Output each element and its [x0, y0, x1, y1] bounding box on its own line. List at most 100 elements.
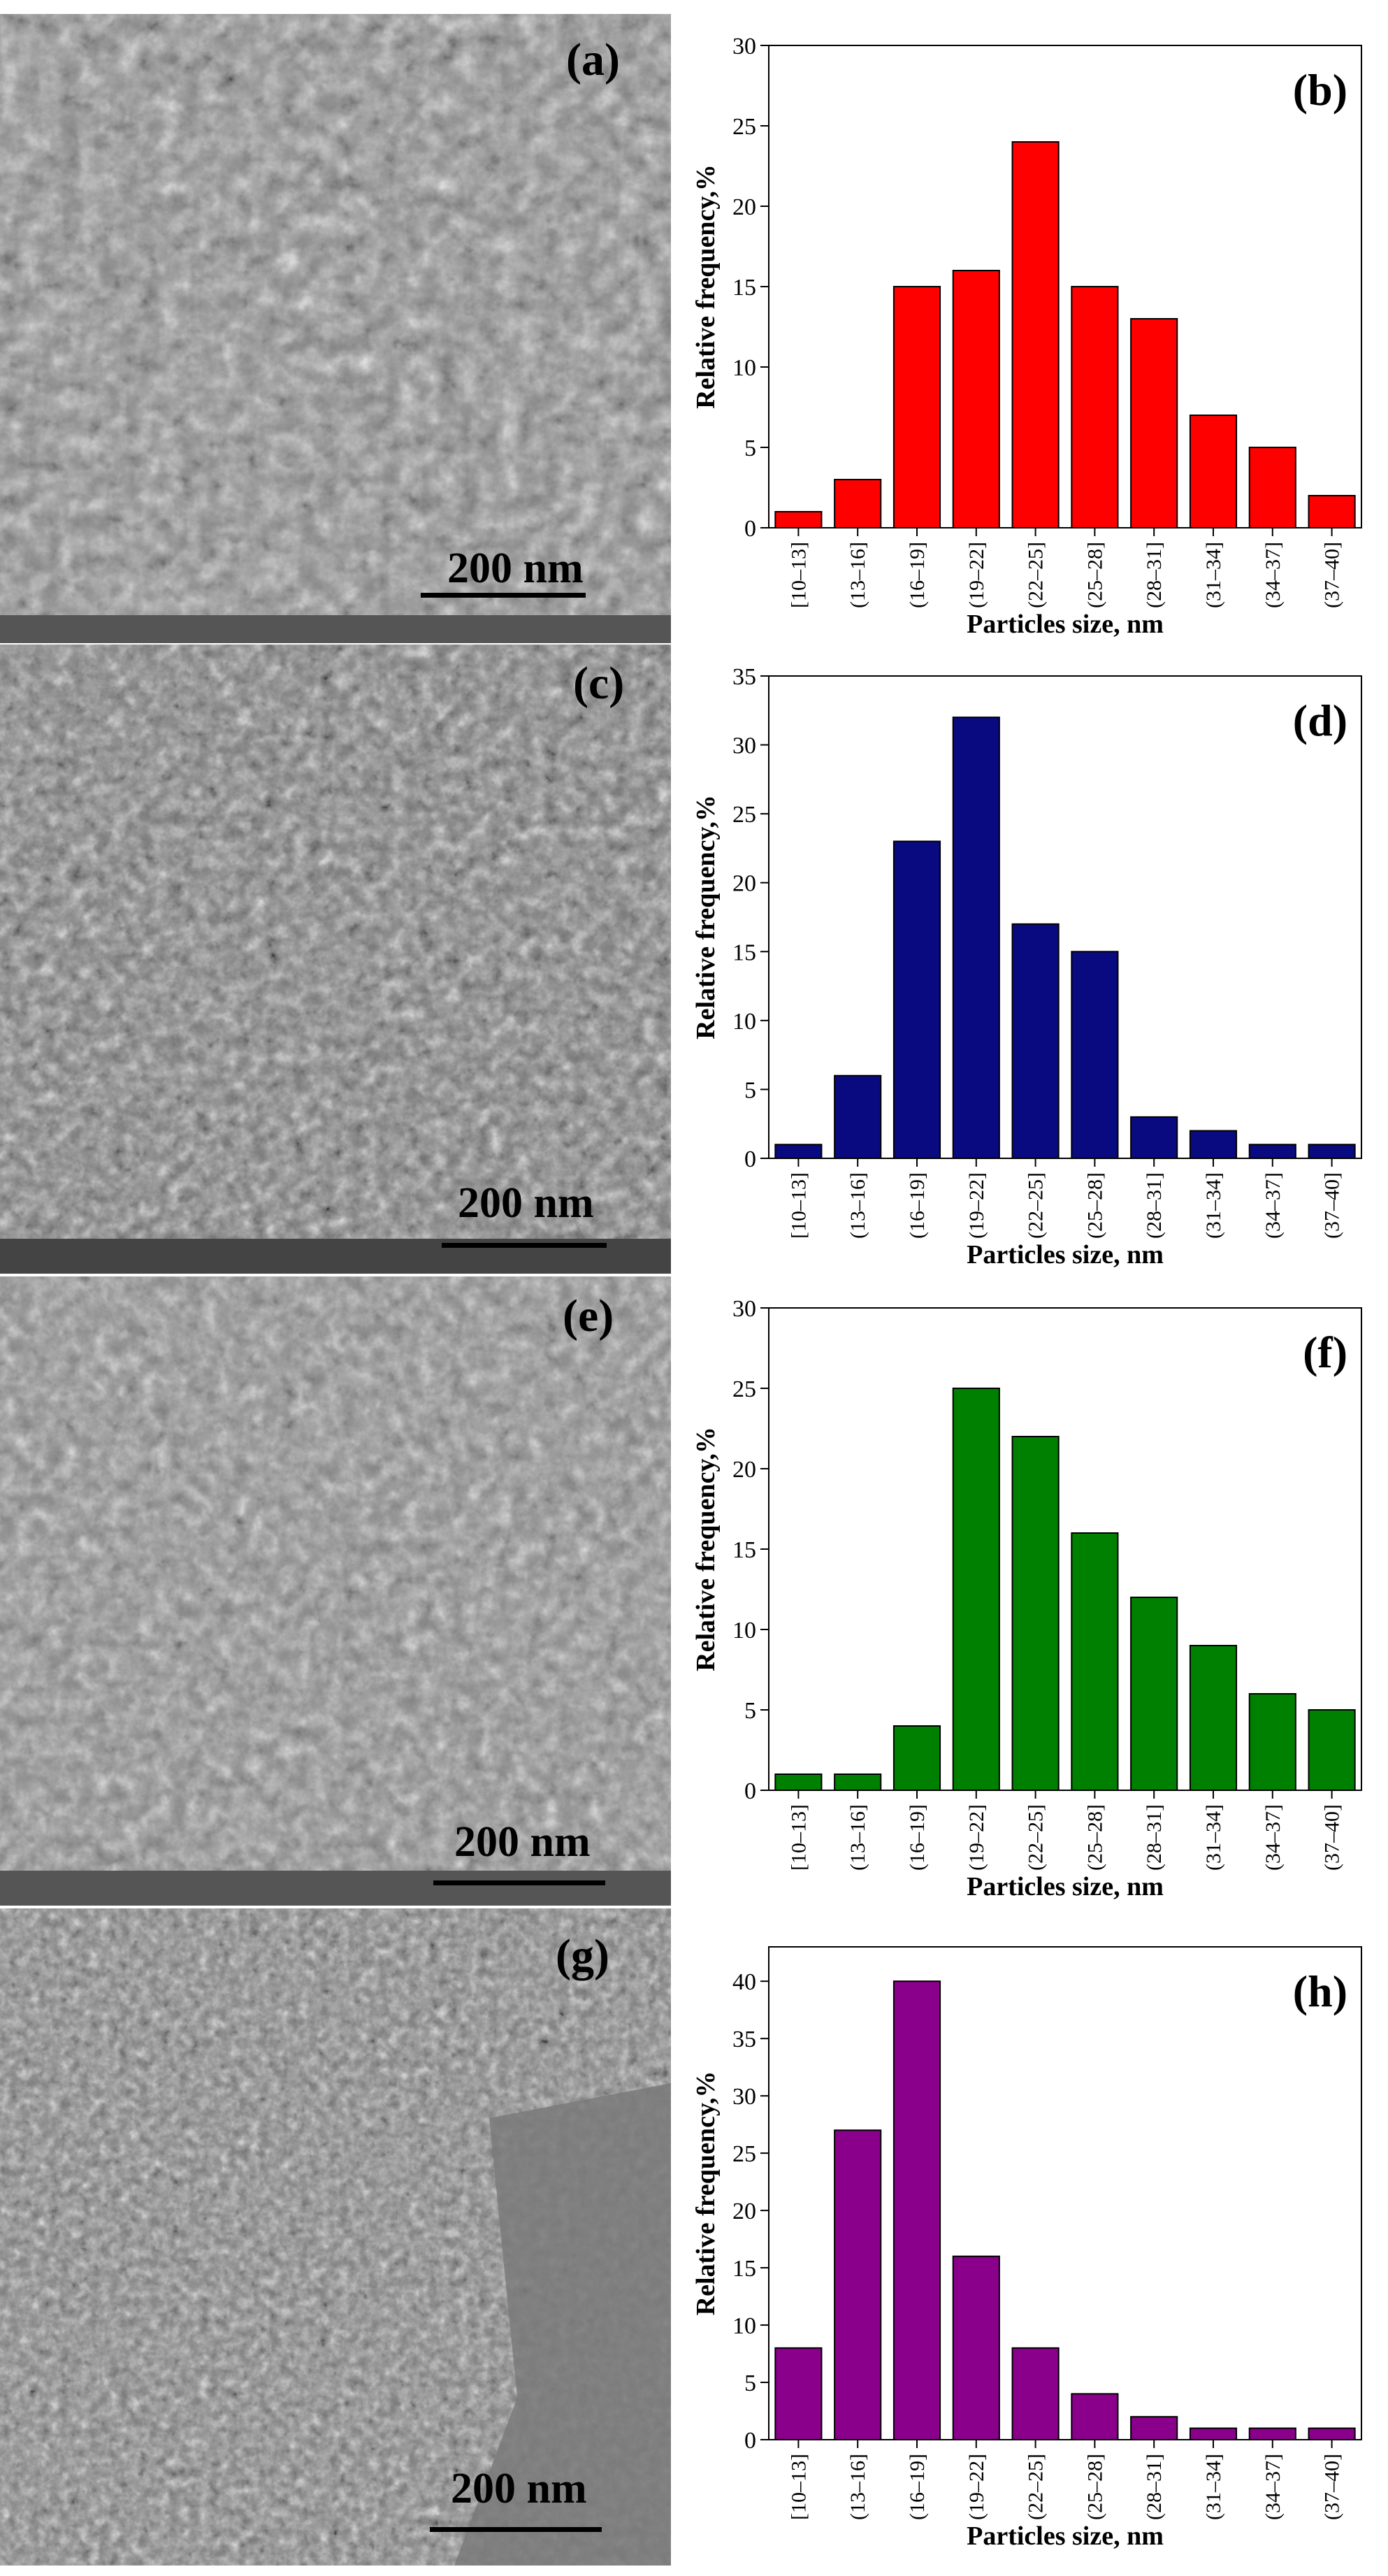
y-tick-label: 30 [732, 733, 756, 759]
x-tick-label: (25–28] [1083, 542, 1106, 608]
scale-bar-label-g: 200 nm [451, 2465, 587, 2512]
x-tick-label: (19–22] [965, 2454, 988, 2520]
bar [1011, 923, 1060, 1159]
bar [892, 286, 941, 528]
x-tick-label: (22–25] [1025, 1172, 1048, 1239]
bar [1130, 318, 1178, 528]
x-tick-label: [10–13] [787, 542, 810, 608]
bar [1011, 1436, 1060, 1791]
scale-bar-label-e: 200 nm [454, 1818, 591, 1866]
scale-bar-label-c: 200 nm [458, 1179, 594, 1227]
histogram-h-svg: 0 5 10 15 20 25 30 35 40 [10–13] (13–16] (16–19] (19… [691, 1946, 1362, 2551]
plot-frame [768, 675, 1362, 1159]
y-tick-label: 25 [732, 1376, 756, 1402]
bar [952, 270, 1000, 528]
y-tick-label: 10 [732, 2313, 756, 2339]
bar [1308, 1144, 1356, 1159]
x-tick-label: (19–22] [965, 1172, 988, 1239]
histogram-f-svg: 0 5 10 15 20 25 30 [10–13] (13–16] (16–19] (19–22]… [691, 1296, 1362, 1901]
sem-image-e [0, 1276, 671, 1906]
y-tick-label: 10 [732, 1618, 756, 1643]
bar [834, 1773, 882, 1791]
bar [1071, 951, 1119, 1159]
x-tick-label: (28–31] [1143, 1172, 1166, 1239]
bar [1130, 2416, 1178, 2440]
bar [892, 1980, 941, 2441]
y-tick-label: 5 [744, 2370, 756, 2396]
x-tick-label: (31–34] [1202, 542, 1225, 608]
chart-panel-label: (f) [1303, 1327, 1347, 1377]
bar [1308, 2427, 1356, 2441]
bar [1071, 2393, 1119, 2440]
y-tick-label: 30 [732, 1296, 756, 1322]
bar [1189, 2427, 1238, 2441]
y-axis-label: Relative frequency,% [691, 2071, 721, 2316]
bar [952, 717, 1000, 1159]
y-tick-label: 25 [732, 802, 756, 828]
bar [1130, 1116, 1178, 1159]
y-tick-label: 5 [744, 1077, 756, 1103]
y-tick-label: 15 [732, 940, 756, 965]
x-tick-label: (25–28] [1083, 1172, 1106, 1239]
y-tick-label: 0 [744, 1778, 756, 1804]
x-tick-label: (13–16] [846, 542, 869, 608]
sem-image-g [0, 1908, 671, 2566]
x-tick-label: (19–22] [965, 542, 988, 608]
x-tick-label: (13–16] [846, 2454, 869, 2520]
y-tick-label: 35 [732, 664, 756, 690]
x-tick-label: (31–34] [1202, 2454, 1225, 2520]
x-tick-label: (16–19] [906, 1172, 929, 1239]
bar [774, 1773, 823, 1791]
y-tick-label: 30 [732, 34, 756, 59]
scale-bar-a [421, 593, 586, 598]
y-tick-label: 25 [732, 114, 756, 140]
scale-bar-c [442, 1243, 607, 1248]
y-tick-label: 20 [732, 2199, 756, 2224]
sem-micrograph-e [0, 1276, 671, 1906]
bar [1011, 2347, 1060, 2441]
x-tick-label: (22–25] [1025, 2454, 1048, 2520]
x-tick-label: (19–22] [965, 1804, 988, 1871]
x-tick-label: (16–19] [906, 2454, 929, 2520]
y-tick-label: 20 [732, 194, 756, 220]
x-axis-label: Particles size, nm [967, 610, 1164, 639]
y-tick-label: 25 [732, 2141, 756, 2167]
bar [1071, 286, 1119, 528]
y-tick-label: 30 [732, 2084, 756, 2110]
y-tick-label: 0 [744, 516, 756, 542]
y-tick-label: 5 [744, 1698, 756, 1724]
bar [834, 479, 882, 528]
chart-panel-label: (d) [1293, 696, 1347, 745]
panel-label-c: (c) [573, 658, 625, 709]
chart-panel-label: (b) [1293, 65, 1347, 115]
histogram-b-svg: 0 5 10 15 20 25 30 [10–13] (13–16] (16–19] (19–22]… [691, 34, 1362, 639]
x-tick-label: (28–31] [1143, 2454, 1166, 2520]
y-tick-label: 20 [732, 1457, 756, 1483]
histogram-d: 0 5 10 15 20 25 30 35 [10–13] (13–16] (16–19] (19–2… [671, 645, 1388, 1274]
y-tick-label: 40 [732, 1969, 756, 1995]
bar [1248, 447, 1296, 528]
bar [892, 840, 941, 1159]
x-tick-label: (31–34] [1202, 1804, 1225, 1871]
x-tick-label: (28–31] [1143, 542, 1166, 608]
x-tick-label: (25–28] [1083, 2454, 1106, 2520]
bar [952, 2255, 1000, 2440]
bar [1248, 2427, 1296, 2441]
y-axis-label: Relative frequency,% [691, 1427, 721, 1671]
x-tick-label: [10–13] [787, 1804, 810, 1871]
y-tick-label: 15 [732, 2256, 756, 2282]
y-tick-label: 0 [744, 1146, 756, 1172]
y-axis-label: Relative frequency,% [691, 164, 721, 409]
bar [774, 2347, 823, 2441]
x-tick-label: (37–40] [1321, 1172, 1344, 1239]
y-tick-label: 10 [732, 355, 756, 381]
x-tick-label: (34–37] [1262, 2454, 1285, 2520]
histogram-h: 0 5 10 15 20 25 30 35 40 [10–13] (13–16] (16–19] (19… [671, 1908, 1388, 2566]
histogram-b: 0 5 10 15 20 25 30 [10–13] (13–16] (16–19] (19–22]… [671, 14, 1388, 643]
x-tick-label: (16–19] [906, 542, 929, 608]
x-tick-label: (22–25] [1025, 542, 1048, 608]
scale-bar-label-a: 200 nm [447, 545, 584, 592]
scale-bar-g [430, 2527, 602, 2532]
histogram-d-svg: 0 5 10 15 20 25 30 35 [10–13] (13–16] (16–19] (19–2… [691, 664, 1362, 1269]
panel-label-g: (g) [556, 1930, 609, 1981]
